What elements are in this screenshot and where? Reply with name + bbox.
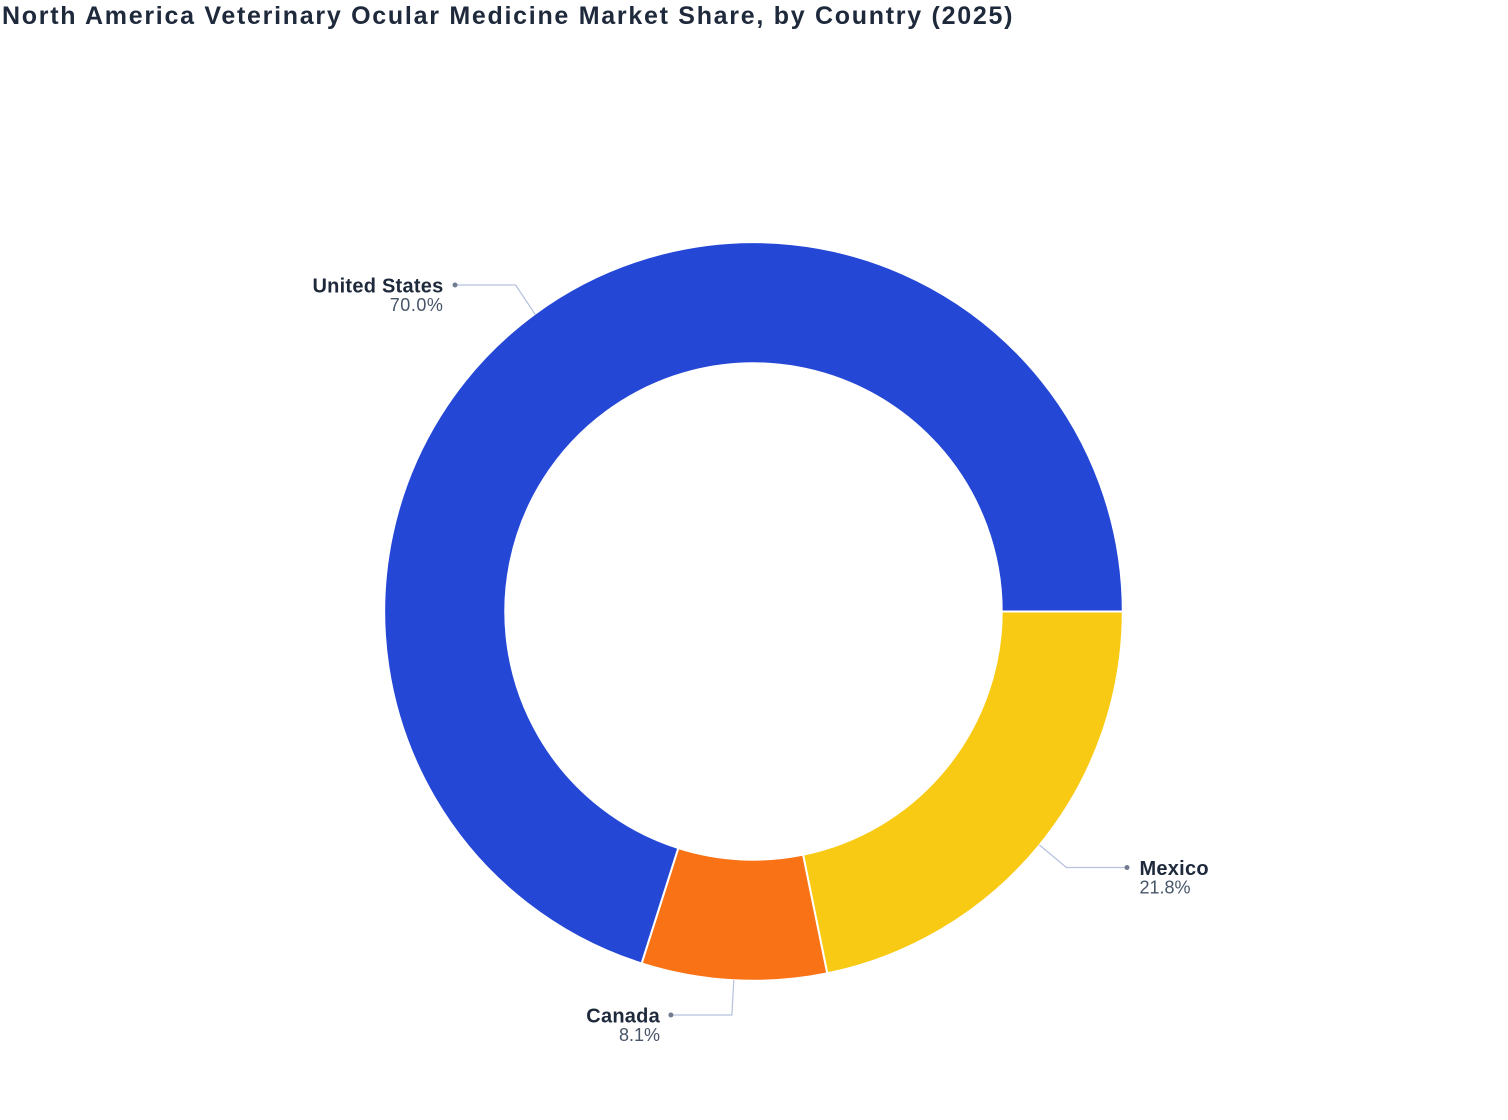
svg-text:Mexico: Mexico (1140, 858, 1209, 880)
svg-text:8.1%: 8.1% (619, 1025, 660, 1045)
svg-text:Canada: Canada (586, 1006, 660, 1028)
svg-text:United States: United States (312, 276, 443, 298)
svg-text:70.0%: 70.0% (390, 295, 444, 315)
svg-text:21.8%: 21.8% (1140, 878, 1191, 898)
svg-text:North America Veterinary Ocula: North America Veterinary Ocular Medicine… (2, 2, 1014, 30)
